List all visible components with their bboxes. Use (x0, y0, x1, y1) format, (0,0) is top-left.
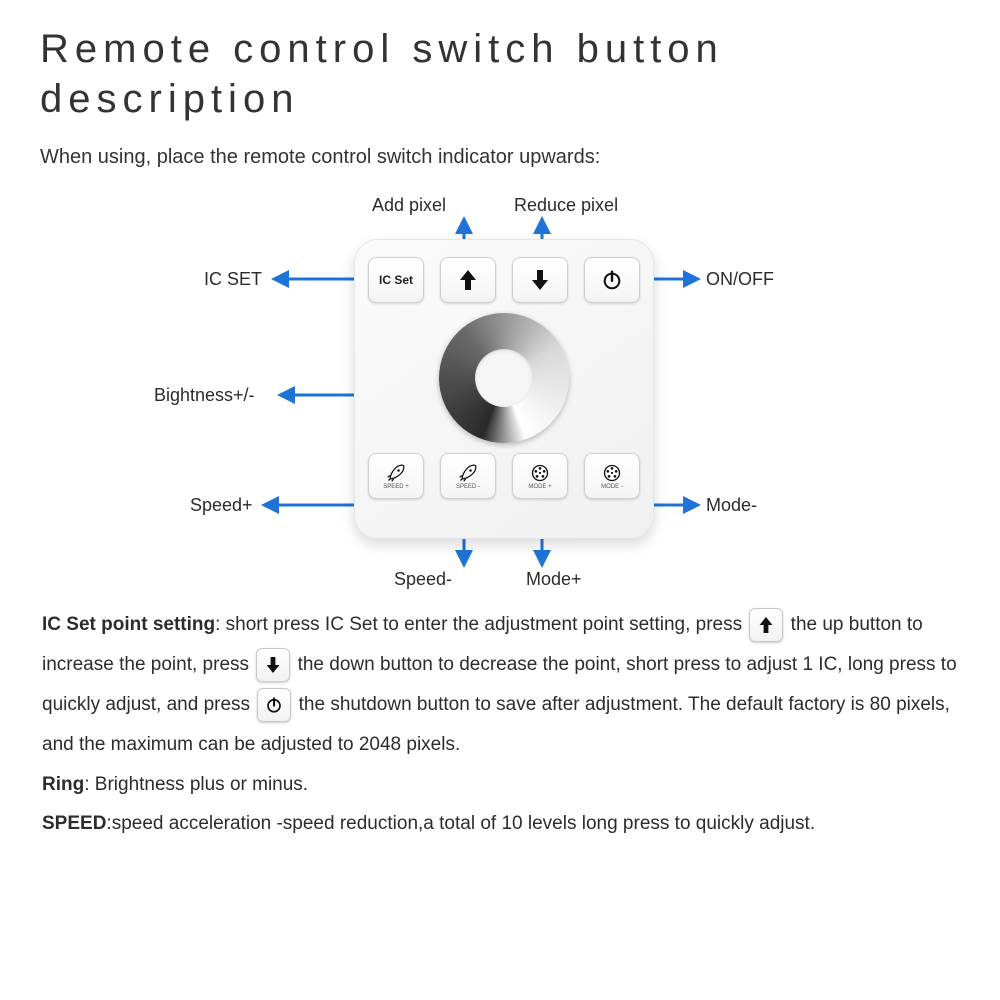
callout-add-pixel: Add pixel (372, 195, 446, 216)
title-line-2: description (40, 77, 299, 121)
arrow-down-icon (265, 655, 281, 675)
bottom-button-row: SPEED + SPEED - MODE + MODE - (368, 453, 640, 499)
title-line-1: Remote control switch button (40, 27, 724, 71)
brightness-ring-wrap (368, 303, 640, 453)
callout-speed-minus: Speed- (394, 569, 452, 590)
callout-reduce-pixel: Reduce pixel (514, 195, 618, 216)
desc-p1-bold: IC Set point setting (42, 614, 215, 635)
desc-p3-bold: SPEED (42, 813, 106, 834)
callout-brightness: Bightness+/- (154, 385, 255, 406)
mode-minus-sublabel: MODE - (601, 484, 623, 490)
remote-panel: IC Set SPEED + SPEED - (354, 239, 654, 539)
callout-ic-set: IC SET (204, 269, 262, 290)
mode-plus-sublabel: MODE + (528, 484, 551, 490)
arrow-up-icon (458, 268, 478, 292)
inline-down-button (256, 648, 290, 682)
power-icon (601, 269, 623, 291)
ic-set-button[interactable]: IC Set (368, 257, 424, 303)
reel-icon (530, 463, 550, 483)
description-block: IC Set point setting: short press IC Set… (40, 605, 968, 844)
desc-p3: SPEED:speed acceleration -speed reductio… (42, 804, 966, 844)
speed-plus-button[interactable]: SPEED + (368, 453, 424, 499)
desc-p1: IC Set point setting: short press IC Set… (42, 605, 966, 765)
arrow-down-icon (530, 268, 550, 292)
page-title: Remote control switch button description (40, 24, 968, 124)
ic-set-label: IC Set (379, 273, 413, 287)
callout-mode-plus: Mode+ (526, 569, 582, 590)
desc-p1-a: : short press IC Set to enter the adjust… (215, 614, 747, 635)
up-arrow-button[interactable] (440, 257, 496, 303)
top-button-row: IC Set (368, 257, 640, 303)
speed-minus-sublabel: SPEED - (456, 484, 480, 490)
desc-p2-bold: Ring (42, 774, 84, 795)
desc-p2: Ring: Brightness plus or minus. (42, 765, 966, 805)
callout-speed-plus: Speed+ (190, 495, 253, 516)
remote-diagram: Add pixel Reduce pixel IC SET ON/OFF Big… (94, 179, 914, 599)
callout-on-off: ON/OFF (706, 269, 774, 290)
mode-plus-button[interactable]: MODE + (512, 453, 568, 499)
inline-power-button (257, 688, 291, 722)
mode-minus-button[interactable]: MODE - (584, 453, 640, 499)
power-icon (265, 696, 283, 714)
reel-icon (602, 463, 622, 483)
desc-p2-text: : Brightness plus or minus. (84, 774, 308, 795)
callout-mode-minus: Mode- (706, 495, 757, 516)
intro-text: When using, place the remote control swi… (40, 146, 968, 169)
brightness-ring[interactable] (439, 313, 569, 443)
speed-minus-button[interactable]: SPEED - (440, 453, 496, 499)
rocket-icon (458, 463, 478, 483)
arrow-up-icon (758, 615, 774, 635)
speed-plus-sublabel: SPEED + (383, 484, 409, 490)
down-arrow-button[interactable] (512, 257, 568, 303)
power-button[interactable] (584, 257, 640, 303)
rocket-icon (386, 463, 406, 483)
desc-p3-text: :speed acceleration -speed reduction,a t… (106, 813, 815, 834)
inline-up-button (749, 608, 783, 642)
